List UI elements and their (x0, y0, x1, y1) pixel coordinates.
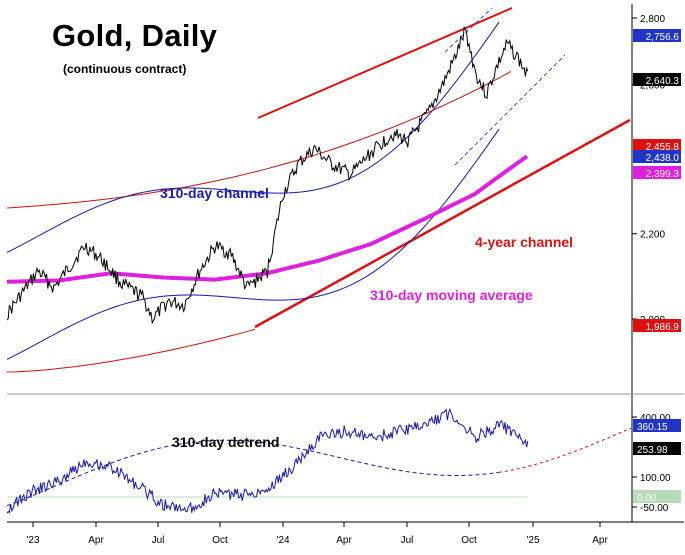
right-axis: 2,8002,6002,2002,000400.00100.00-50.002,… (7, 4, 684, 523)
value-label-box (633, 319, 681, 332)
value-label: 2,756.6 (646, 32, 680, 43)
value-label: 2,399.3 (646, 169, 680, 180)
x-tick-label: Oct (212, 535, 228, 546)
price-panel: 310-day channel 4-year channel 310-day mov… (6, 7, 631, 373)
y-tick-label: 2,800 (640, 14, 665, 25)
value-label-box (633, 150, 681, 163)
x-tick-label: Apr (592, 535, 608, 546)
value-label: 0.00 (637, 493, 657, 504)
value-label-box (633, 419, 681, 432)
channel-310-upper-projection (444, 7, 493, 53)
detrend-cycle-projection (498, 427, 632, 473)
value-label-box (633, 490, 681, 503)
x-tick-label: Jul (401, 535, 414, 546)
value-label-box (633, 442, 681, 455)
channel-310-upper (6, 21, 500, 253)
gold-price-line (6, 25, 529, 325)
x-tick-label: Apr (336, 535, 352, 546)
detrend-line (6, 407, 529, 514)
annotation-label: 310-day moving average (370, 287, 533, 303)
x-tick-label: '25 (526, 535, 539, 546)
detrend-panel: 310-day detrend (6, 407, 632, 514)
x-tick-label: Apr (88, 535, 104, 546)
value-label: 2,438.0 (646, 153, 680, 164)
annotation-label: 4-year channel (475, 234, 573, 250)
x-axis: '23 Apr Jul Oct '24 Apr Jul Oct '25 Apr (26, 522, 608, 546)
value-label: 253.98 (637, 445, 668, 456)
chart-subtitle: (continuous contract) (63, 62, 187, 76)
x-tick-label: '24 (276, 535, 289, 546)
y-tick-label: 100.00 (640, 473, 671, 484)
value-label-box (633, 166, 681, 179)
channel-310-lower-projection (454, 54, 566, 166)
value-label: 2,640.3 (646, 76, 680, 87)
four-year-channel-outer-lower (6, 328, 256, 373)
value-label: 1,986.9 (646, 322, 680, 333)
value-label-box (633, 73, 681, 86)
y-tick-label: -50.00 (640, 503, 669, 514)
channel-310-lower (6, 128, 500, 360)
value-label: 2,455.8 (646, 142, 680, 153)
y-tick-label: 400.00 (640, 413, 671, 424)
value-label-box (633, 139, 681, 152)
value-label: 360.15 (637, 422, 668, 433)
y-tick-label: 2,200 (640, 230, 665, 241)
x-tick-label: Oct (461, 535, 477, 546)
x-tick-label: '23 (26, 535, 39, 546)
detrend-title: 310-day detrend (172, 434, 279, 450)
value-label-box (633, 29, 681, 42)
annotation-label: 310-day channel (160, 185, 269, 201)
four-year-channel-upper-line (257, 7, 513, 119)
chart-title: Gold, Daily (52, 18, 218, 53)
four-year-channel-outer-upper (6, 70, 512, 209)
x-tick-label: Jul (152, 535, 165, 546)
four-year-channel-lower-line (254, 118, 631, 329)
